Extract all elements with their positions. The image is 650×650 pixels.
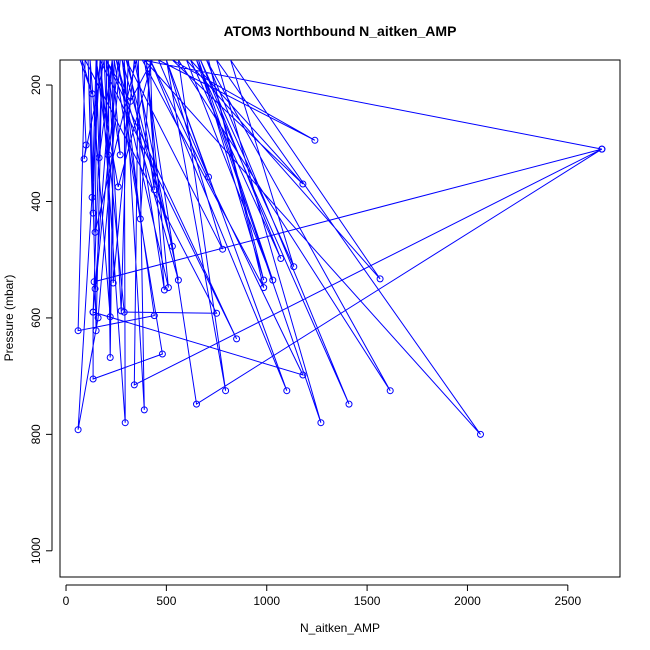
x-tick-label: 1000: [253, 594, 280, 608]
data-point: [150, 186, 158, 194]
data-point: [213, 309, 221, 317]
data-point: [140, 406, 148, 414]
data-point: [92, 327, 100, 335]
data-point: [94, 314, 102, 322]
x-tick-label: 2500: [554, 594, 581, 608]
data-point: [233, 335, 241, 343]
data-point: [269, 276, 277, 284]
data-point: [477, 430, 484, 438]
y-tick-label: 1000: [29, 537, 43, 564]
data-point: [80, 155, 88, 163]
data-point: [74, 327, 82, 335]
data-point: [299, 371, 307, 379]
data-point: [260, 284, 268, 292]
data-point: [386, 387, 394, 395]
data-point: [91, 285, 99, 293]
data-point: [89, 375, 97, 383]
data-point: [121, 419, 129, 427]
data-point: [126, 97, 134, 105]
data-point: [598, 145, 606, 153]
data-point: [376, 275, 384, 283]
chart-title: ATOM3 Northbound N_aitken_AMP: [224, 23, 457, 39]
data-point: [90, 278, 98, 286]
data-point: [205, 173, 212, 181]
x-tick-label: 0: [63, 594, 70, 608]
data-point: [290, 263, 298, 271]
y-axis: 200 400 600 800 1000: [29, 75, 53, 564]
plot-frame: [59, 59, 621, 578]
data-point: [174, 276, 182, 284]
x-tick-label: 500: [156, 594, 176, 608]
series-line: [77, 60, 603, 435]
y-axis-label: Pressure (mbar): [2, 275, 16, 362]
data-point: [150, 312, 158, 320]
data-point: [193, 400, 200, 408]
data-point: [82, 141, 90, 149]
data-point: [114, 183, 122, 191]
data-point: [299, 180, 307, 188]
x-tick-label: 1500: [354, 594, 381, 608]
data-point: [219, 245, 227, 253]
x-axis: 0 500 1000 1500 2000 2500: [63, 584, 581, 608]
data-point: [277, 255, 285, 262]
data-point: [116, 151, 124, 159]
data-point: [106, 313, 114, 321]
data-point: [311, 136, 319, 144]
data-point: [130, 381, 138, 389]
data-point: [89, 308, 97, 316]
data-point: [136, 215, 144, 223]
y-tick-label: 200: [29, 75, 43, 95]
data-point: [91, 228, 99, 236]
plot-layer: [74, 60, 606, 438]
data-point: [88, 193, 96, 201]
data-point: [89, 209, 97, 217]
y-tick-label: 800: [29, 424, 43, 444]
data-point: [95, 154, 103, 162]
data-point: [158, 350, 166, 358]
x-tick-label: 2000: [454, 594, 481, 608]
data-point: [283, 387, 291, 395]
data-point: [222, 387, 230, 395]
y-tick-label: 600: [29, 308, 43, 328]
data-point: [160, 286, 168, 294]
data-point: [106, 354, 114, 361]
data-point: [88, 90, 96, 98]
data-point: [168, 242, 176, 250]
data-point: [104, 151, 112, 159]
data-point: [74, 426, 82, 434]
data-point: [260, 276, 268, 284]
data-point: [317, 419, 325, 427]
y-tick-label: 400: [29, 191, 43, 211]
x-axis-label: N_aitken_AMP: [300, 621, 380, 635]
data-point: [109, 279, 117, 287]
data-point: [120, 308, 128, 316]
data-point: [345, 400, 353, 408]
